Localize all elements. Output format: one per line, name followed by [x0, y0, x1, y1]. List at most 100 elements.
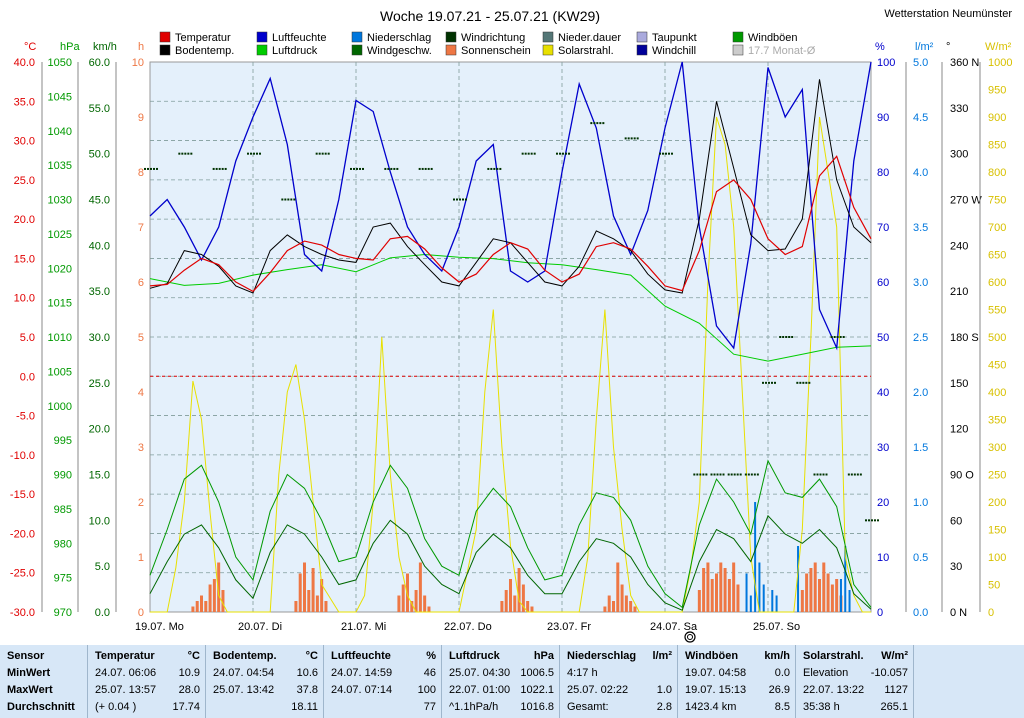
- wind-direction-dot: [156, 167, 158, 170]
- wind-direction-dot: [710, 473, 713, 476]
- stats-column: Luftfeuchte% 24.07. 14:59 46 24.07. 07:14 10…: [324, 645, 442, 718]
- stats-cell: 265.1: [880, 701, 908, 713]
- statistics-table: Sensor MinWert MaxWert Durchschnitt Temperat…: [0, 645, 1024, 718]
- sunshine-bar: [830, 584, 834, 612]
- sunshine-bar: [620, 584, 624, 612]
- wind-direction-dot: [816, 473, 819, 476]
- solar-tick-label: 0: [988, 607, 994, 619]
- wind-direction-dot: [247, 152, 249, 155]
- legend-swatch: [636, 31, 648, 43]
- wind-direction-dot: [430, 167, 433, 170]
- sunshine-bar: [633, 606, 637, 612]
- day-label: 20.07. Di: [238, 621, 282, 633]
- sunshine-bar: [320, 579, 324, 612]
- stats-cell: 46: [423, 667, 436, 679]
- legend-label: Solarstrahl.: [558, 45, 614, 57]
- stats-cell: Elevation: [803, 667, 849, 679]
- stats-cell: 1016.8: [520, 701, 554, 713]
- sunshine-bar: [294, 601, 298, 612]
- wind-direction-dot: [702, 473, 705, 476]
- rain-bar: [848, 590, 851, 612]
- day-label: 24.07. Sa: [650, 621, 698, 633]
- rain-bar: [758, 562, 761, 612]
- pressure-tick-label: 990: [54, 470, 72, 482]
- stats-cell: 22.07. 01:00: [449, 684, 511, 696]
- sunshine-bar: [736, 584, 740, 612]
- direction-tick-label: 30: [950, 561, 962, 573]
- wind-direction-dot: [665, 152, 667, 155]
- solar-tick-label: 600: [988, 277, 1006, 289]
- wind-direction-dot: [562, 152, 564, 155]
- wind-direction-dot: [521, 152, 524, 155]
- wind-direction-dot: [693, 473, 696, 476]
- wind-direction-dot: [696, 473, 699, 476]
- sunshine-bar: [504, 590, 508, 612]
- stats-row: 77: [331, 699, 436, 716]
- wind-direction-dot: [290, 198, 293, 201]
- wind-direction-dot: [808, 381, 811, 384]
- wind-direction-dot: [353, 167, 355, 170]
- wind-direction-dot: [774, 381, 776, 384]
- stats-cell: 24.07. 06:06: [95, 667, 157, 679]
- wind-direction-dot: [771, 381, 773, 384]
- stats-cell: 35:38 h: [803, 701, 840, 713]
- wind-direction-dot: [427, 167, 430, 170]
- stats-header: Bodentemp. °C: [213, 648, 318, 665]
- sunshine-bar: [607, 595, 611, 612]
- wind-direction-dot: [596, 122, 599, 125]
- sunshine-bar: [800, 590, 804, 612]
- wind-direction-dot: [362, 167, 364, 170]
- wind-direction-dot: [496, 167, 499, 170]
- wind-direction-dot: [633, 137, 636, 140]
- stats-row: 24.07. 14:59 46: [331, 665, 436, 682]
- wind-direction-dot: [459, 198, 461, 201]
- sunshine-bar: [521, 584, 525, 612]
- wind-direction-dot: [877, 519, 879, 522]
- temperature-tick-label: 15.0: [14, 253, 35, 265]
- wind-direction-dot: [825, 473, 828, 476]
- wind-direction-dot: [187, 152, 190, 155]
- stats-row: 22.07. 13:22 1127: [803, 682, 908, 699]
- wind-direction-dot: [384, 167, 387, 170]
- rain-bar: [775, 595, 778, 612]
- wind-tick-label: 20.0: [89, 424, 110, 436]
- solar-tick-label: 650: [988, 250, 1006, 262]
- direction-axis-title: °: [946, 41, 950, 53]
- chart-title: Woche 19.07.21 - 25.07.21 (KW29): [380, 8, 600, 24]
- wind-direction-dot: [327, 152, 330, 155]
- wind-speed-line: [149, 514, 872, 611]
- sunshine-bar: [324, 601, 328, 612]
- wind-direction-dot: [802, 381, 805, 384]
- stats-header: Solarstrahl. W/m²: [803, 648, 908, 665]
- wind-tick-label: 35.0: [89, 286, 110, 298]
- direction-tick-label: 360 N: [950, 57, 979, 69]
- sunshine-bar: [427, 606, 431, 612]
- wind-direction-dot: [568, 152, 570, 155]
- legend-label: Bodentemp.: [175, 45, 234, 57]
- legend-label: Windchill: [652, 45, 696, 57]
- sunshine-tick-label: 0: [138, 607, 144, 619]
- wind-direction-dot: [590, 122, 593, 125]
- sunshine-bar: [406, 573, 409, 612]
- wind-direction-dot: [456, 198, 458, 201]
- stats-cell: 25.07. 04:30: [449, 667, 511, 679]
- wind-direction-dot: [796, 381, 799, 384]
- day-label: 19.07. Mo: [135, 621, 184, 633]
- wind-direction-dot: [624, 137, 627, 140]
- sunshine-bar: [526, 601, 530, 612]
- humidity-tick-label: 50: [877, 332, 889, 344]
- stats-cell: 19.07. 04:58: [685, 667, 747, 679]
- wind-tick-label: 25.0: [89, 378, 110, 390]
- sunshine-tick-label: 3: [138, 442, 144, 454]
- wind-direction-dot: [396, 167, 399, 170]
- sunshine-bar: [697, 590, 701, 612]
- legend-label: Luftdruck: [272, 45, 318, 57]
- sunshine-bar: [195, 601, 199, 612]
- wind-direction-dot: [671, 152, 673, 155]
- sunshine-bar: [629, 601, 633, 612]
- rain-bar: [754, 502, 757, 612]
- sunshine-bar: [191, 606, 195, 612]
- rain-tick-label: 1.0: [913, 497, 928, 509]
- wind-direction-dot: [321, 152, 324, 155]
- pressure-tick-label: 1005: [48, 366, 72, 378]
